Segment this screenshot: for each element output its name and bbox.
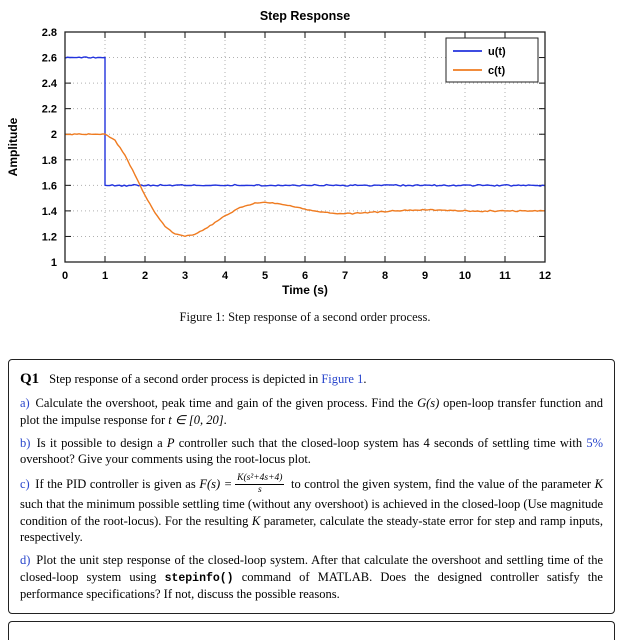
question-b-text-1: Is it possible to design a <box>32 435 167 450</box>
overshoot-percentage: 5% <box>586 435 603 450</box>
x-tick-label: 10 <box>459 270 471 282</box>
question-b-text-3: overshoot? Give your comments using the … <box>20 452 311 467</box>
question-q1: Q1 Step response of a second order proces… <box>20 369 603 389</box>
y-tick-label: 1.4 <box>42 206 58 218</box>
question-q1-text-1: Step response of a second order process … <box>49 372 322 386</box>
x-tick-label: 8 <box>382 270 388 282</box>
y-tick-label: 2.4 <box>42 78 58 90</box>
chart-title: Step Response <box>260 9 350 23</box>
y-tick-label: 1 <box>51 257 57 269</box>
math-parameter-k-2: K <box>251 513 261 528</box>
y-tick-label: 1.2 <box>42 231 57 243</box>
fraction: K(s²+4s+4) s <box>235 473 285 495</box>
x-tick-label: 0 <box>62 270 68 282</box>
question-c-text-4: parameter, calculate the steady-state er… <box>20 513 603 545</box>
math-time-interval: t ∈ [0, 20] <box>168 412 224 427</box>
question-a-text-1: Calculate the overshoot, peak time and g… <box>31 396 418 411</box>
question-b: b) Is it possible to design a P controll… <box>20 435 603 469</box>
question-c-text-2: to control the given system, find the va… <box>287 476 595 491</box>
step-response-figure: 0 1 2 3 4 5 6 7 8 9 10 11 1211.21.41.61.822.22.42.62… <box>6 9 551 297</box>
question-box: Q1 Step response of a second order proces… <box>8 359 615 615</box>
x-tick-label: 7 <box>342 270 348 282</box>
legend-box <box>445 37 539 83</box>
x-tick-label: 2 <box>142 270 148 282</box>
question-c-text-3: such that the minimum possible settling … <box>20 496 603 528</box>
legend-label-0: u(t) <box>488 46 506 58</box>
legend-label-1: c(t) <box>488 65 505 77</box>
question-b-text-2: controller such that the closed-loop sys… <box>174 435 587 450</box>
x-tick-label: 12 <box>539 270 551 282</box>
question-c-text-1: If the PID controller is given as <box>31 476 200 491</box>
question-label-c: c) <box>20 476 30 491</box>
next-box-top-edge <box>8 621 615 640</box>
x-axis-label: Time (s) <box>282 283 328 297</box>
y-tick-label: 2.6 <box>42 53 57 65</box>
question-q1-text-2: . <box>363 372 367 386</box>
y-tick-label: 2 <box>51 129 57 141</box>
plot-border <box>64 31 546 263</box>
fraction-denominator: s <box>257 484 262 495</box>
question-d-text-2: command of MATLAB. Does the designed con… <box>20 569 603 602</box>
x-tick-label: 6 <box>302 270 308 282</box>
question-a: a) Calculate the overshoot, peak time an… <box>20 395 603 429</box>
question-label-d: d) <box>20 553 31 568</box>
y-tick-label: 2.8 <box>42 27 57 39</box>
math-parameter-k: K <box>594 476 603 491</box>
question-a-text-3: . <box>223 412 227 427</box>
y-tick-label: 1.6 <box>42 180 57 192</box>
series-line-0 <box>64 56 546 187</box>
question-label-a: a) <box>20 396 30 411</box>
question-c: c) If the PID controller is given as F(s… <box>20 473 603 546</box>
x-tick-label: 9 <box>422 270 428 282</box>
question-q1-label: Q1 <box>20 371 40 387</box>
code-stepinfo: stepinfo() <box>164 571 234 585</box>
x-tick-label: 4 <box>222 270 229 282</box>
fraction-numerator: K(s²+4s+4) <box>235 473 285 485</box>
x-tick-label: 5 <box>262 270 268 282</box>
question-d-text-1: Plot the unit step response of the close… <box>20 553 603 584</box>
y-tick-label: 2.2 <box>42 104 57 116</box>
y-axis-label: Amplitude <box>6 117 20 176</box>
series-line-1 <box>65 133 546 238</box>
x-tick-label: 3 <box>182 270 188 282</box>
y-tick-label: 1.8 <box>42 155 57 167</box>
math-transfer-function: G(s) <box>417 396 440 411</box>
figure-block: 0 1 2 3 4 5 6 7 8 9 10 11 12 1 1.2 1.4 1.6 1.8 2 2.2 2.4 2.6 2… <box>6 9 551 324</box>
question-d: d) Plot the unit step response of the cl… <box>20 552 603 603</box>
question-label-b: b) <box>20 435 31 450</box>
figure-caption: Figure 1: Step response of a second orde… <box>179 310 431 324</box>
math-pid-equation: F(s) = <box>199 476 233 491</box>
question-a-text-2: open-loop transfer function and plot the… <box>20 396 603 427</box>
x-tick-label: 11 <box>499 270 511 282</box>
figure-reference[interactable]: Figure 1 <box>321 372 364 386</box>
x-tick-label: 1 <box>102 270 108 282</box>
math-p-controller: P <box>166 435 175 450</box>
